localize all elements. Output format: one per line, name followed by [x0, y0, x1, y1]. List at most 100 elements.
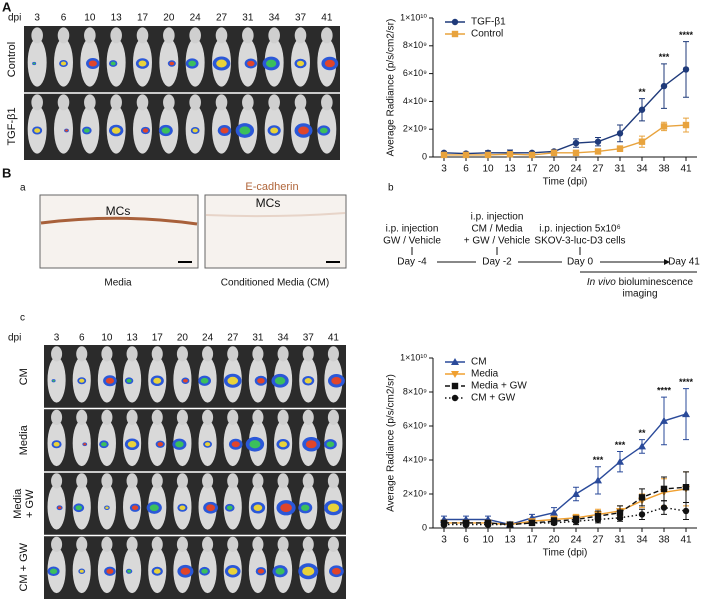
x-tick-label: 41 — [680, 164, 692, 175]
mouse-head — [51, 346, 63, 362]
marker — [682, 410, 690, 418]
signal — [65, 129, 68, 132]
mouse-head — [76, 473, 88, 489]
x-tick-label: 34 — [636, 164, 648, 175]
row-label: + GW — [24, 489, 36, 518]
signal — [302, 566, 315, 576]
marker — [451, 30, 459, 38]
mouse-head — [227, 409, 239, 426]
x-tick-label: 34 — [636, 535, 648, 546]
day-label: 41 — [321, 13, 333, 24]
day-label: 41 — [328, 333, 340, 344]
marker — [682, 66, 690, 73]
mouse-body — [27, 38, 47, 87]
significance: **** — [657, 385, 672, 395]
mouse-head — [327, 409, 339, 426]
x-tick-label: 20 — [548, 535, 560, 546]
day-label: 24 — [190, 13, 202, 24]
y-tick-label: 1×10¹⁰ — [400, 12, 427, 22]
marker — [594, 476, 602, 484]
mouse-head — [76, 536, 88, 553]
marker — [462, 521, 470, 528]
x-tick-label: 10 — [482, 535, 494, 546]
mouse-head — [126, 346, 138, 362]
histology-image — [204, 194, 347, 269]
signal — [34, 128, 41, 133]
mouse-head — [327, 473, 339, 489]
mouse-head — [101, 473, 113, 489]
signal — [101, 442, 107, 447]
signal — [161, 127, 171, 134]
marker — [594, 516, 602, 523]
marker — [506, 521, 514, 528]
signal — [188, 60, 197, 67]
significance: *** — [659, 52, 670, 62]
mouse-head — [252, 473, 264, 489]
mouse-head — [277, 346, 289, 362]
signal — [331, 376, 342, 385]
signal — [183, 378, 188, 383]
signal — [131, 505, 139, 511]
signal — [227, 376, 239, 385]
mouse-head — [189, 27, 201, 44]
mouse-head — [76, 409, 88, 426]
day-label: 31 — [252, 333, 264, 344]
x-tick-label: 6 — [463, 164, 469, 175]
x-tick-label: 38 — [658, 535, 670, 546]
signal — [111, 127, 121, 134]
mouse-head — [151, 473, 163, 489]
signal — [169, 61, 175, 66]
signal — [206, 504, 216, 512]
mouse-head — [202, 536, 214, 553]
mouse-head — [202, 409, 214, 426]
signal — [253, 504, 263, 511]
signal — [127, 441, 137, 448]
imaging-note: In vivo bioluminescence — [587, 277, 694, 288]
timeline-event: i.p. injection — [471, 212, 524, 223]
legend-label: CM — [471, 357, 487, 368]
signal — [266, 59, 277, 68]
legend-label: Media — [471, 369, 499, 380]
signal — [142, 128, 149, 133]
mouse-body — [123, 547, 142, 594]
marker — [572, 149, 580, 157]
timeline-day: Day -2 — [482, 257, 512, 268]
signal — [105, 506, 109, 510]
histology-caption: Media — [104, 278, 132, 289]
signal — [79, 569, 84, 573]
signal — [216, 59, 227, 68]
x-tick-label: 10 — [482, 164, 494, 175]
mouse-body — [47, 356, 66, 403]
x-tick-label: 3 — [441, 535, 447, 546]
mouse-head — [302, 409, 314, 426]
marker — [528, 151, 536, 159]
x-axis-label: Time (dpi) — [543, 177, 588, 188]
day-label: 20 — [177, 333, 189, 344]
mouse-head — [57, 94, 70, 111]
signal — [79, 378, 85, 383]
signal — [138, 60, 147, 67]
marker — [638, 106, 646, 113]
series-line — [444, 413, 687, 526]
marker — [572, 518, 580, 525]
mouse-body — [47, 483, 66, 530]
mouse-head — [252, 409, 264, 426]
marker — [550, 508, 558, 516]
mouse-head — [176, 409, 188, 426]
marker — [451, 382, 459, 390]
marker — [616, 509, 624, 516]
day-label: 17 — [137, 13, 149, 24]
row-label: Media — [12, 488, 24, 519]
imaging-axis-label: dpi — [8, 333, 21, 344]
marker — [462, 151, 470, 159]
x-tick-label: 31 — [614, 535, 626, 546]
histology-image — [39, 194, 199, 269]
series-line — [444, 124, 687, 156]
marker — [440, 151, 448, 159]
signal — [106, 568, 114, 574]
marker — [660, 504, 668, 511]
marker — [616, 514, 624, 521]
mouse-head — [327, 346, 339, 362]
histology-caption: Conditioned Media (CM) — [221, 278, 329, 289]
marker — [528, 519, 536, 527]
